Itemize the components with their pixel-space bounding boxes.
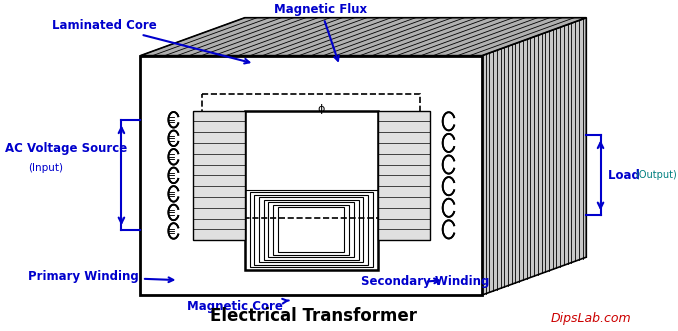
Text: Load: Load (608, 169, 644, 182)
Text: Secondary Winding: Secondary Winding (361, 275, 490, 288)
Text: (Output): (Output) (635, 170, 677, 180)
Text: Electrical Transformer: Electrical Transformer (210, 307, 416, 325)
Text: AC Voltage Source: AC Voltage Source (5, 142, 127, 155)
FancyBboxPatch shape (193, 111, 245, 240)
Polygon shape (140, 18, 586, 56)
Text: Laminated Core: Laminated Core (52, 19, 250, 64)
Text: DipsLab.com: DipsLab.com (551, 312, 631, 325)
Text: Magnetic Flux: Magnetic Flux (274, 3, 367, 61)
FancyBboxPatch shape (378, 111, 430, 240)
Text: (Input): (Input) (28, 164, 64, 173)
Polygon shape (482, 18, 586, 295)
Text: Magnetic Core: Magnetic Core (187, 299, 289, 313)
FancyBboxPatch shape (245, 111, 378, 270)
FancyBboxPatch shape (140, 56, 482, 295)
Text: ϕ: ϕ (317, 104, 324, 114)
Text: Primary Winding: Primary Winding (28, 270, 174, 283)
